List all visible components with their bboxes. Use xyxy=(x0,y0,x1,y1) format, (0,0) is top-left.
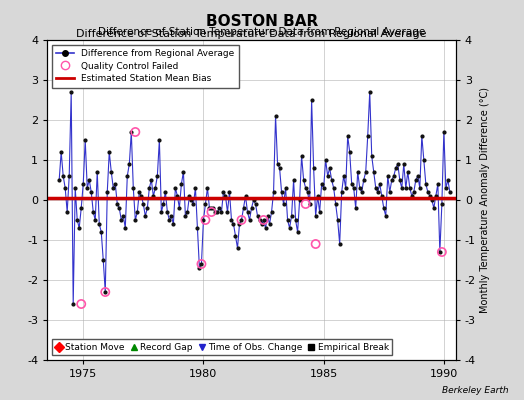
Point xyxy=(237,217,246,223)
Text: Berkeley Earth: Berkeley Earth xyxy=(442,386,508,395)
Point xyxy=(259,217,268,223)
Y-axis label: Monthly Temperature Anomaly Difference (°C): Monthly Temperature Anomaly Difference (… xyxy=(480,87,490,313)
Point xyxy=(77,301,85,307)
Point xyxy=(201,217,210,223)
Point xyxy=(438,249,446,255)
Point xyxy=(311,241,320,247)
Text: BOSTON BAR: BOSTON BAR xyxy=(206,14,318,29)
Point xyxy=(101,289,110,295)
Point xyxy=(197,261,205,267)
Point xyxy=(131,129,139,135)
Text: Difference of Station Temperature Data from Regional Average: Difference of Station Temperature Data f… xyxy=(99,27,425,37)
Legend: Station Move, Record Gap, Time of Obs. Change, Empirical Break: Station Move, Record Gap, Time of Obs. C… xyxy=(52,339,392,356)
Title: Difference of Station Temperature Data from Regional Average: Difference of Station Temperature Data f… xyxy=(77,29,427,39)
Point xyxy=(301,201,310,207)
Point xyxy=(208,209,216,215)
